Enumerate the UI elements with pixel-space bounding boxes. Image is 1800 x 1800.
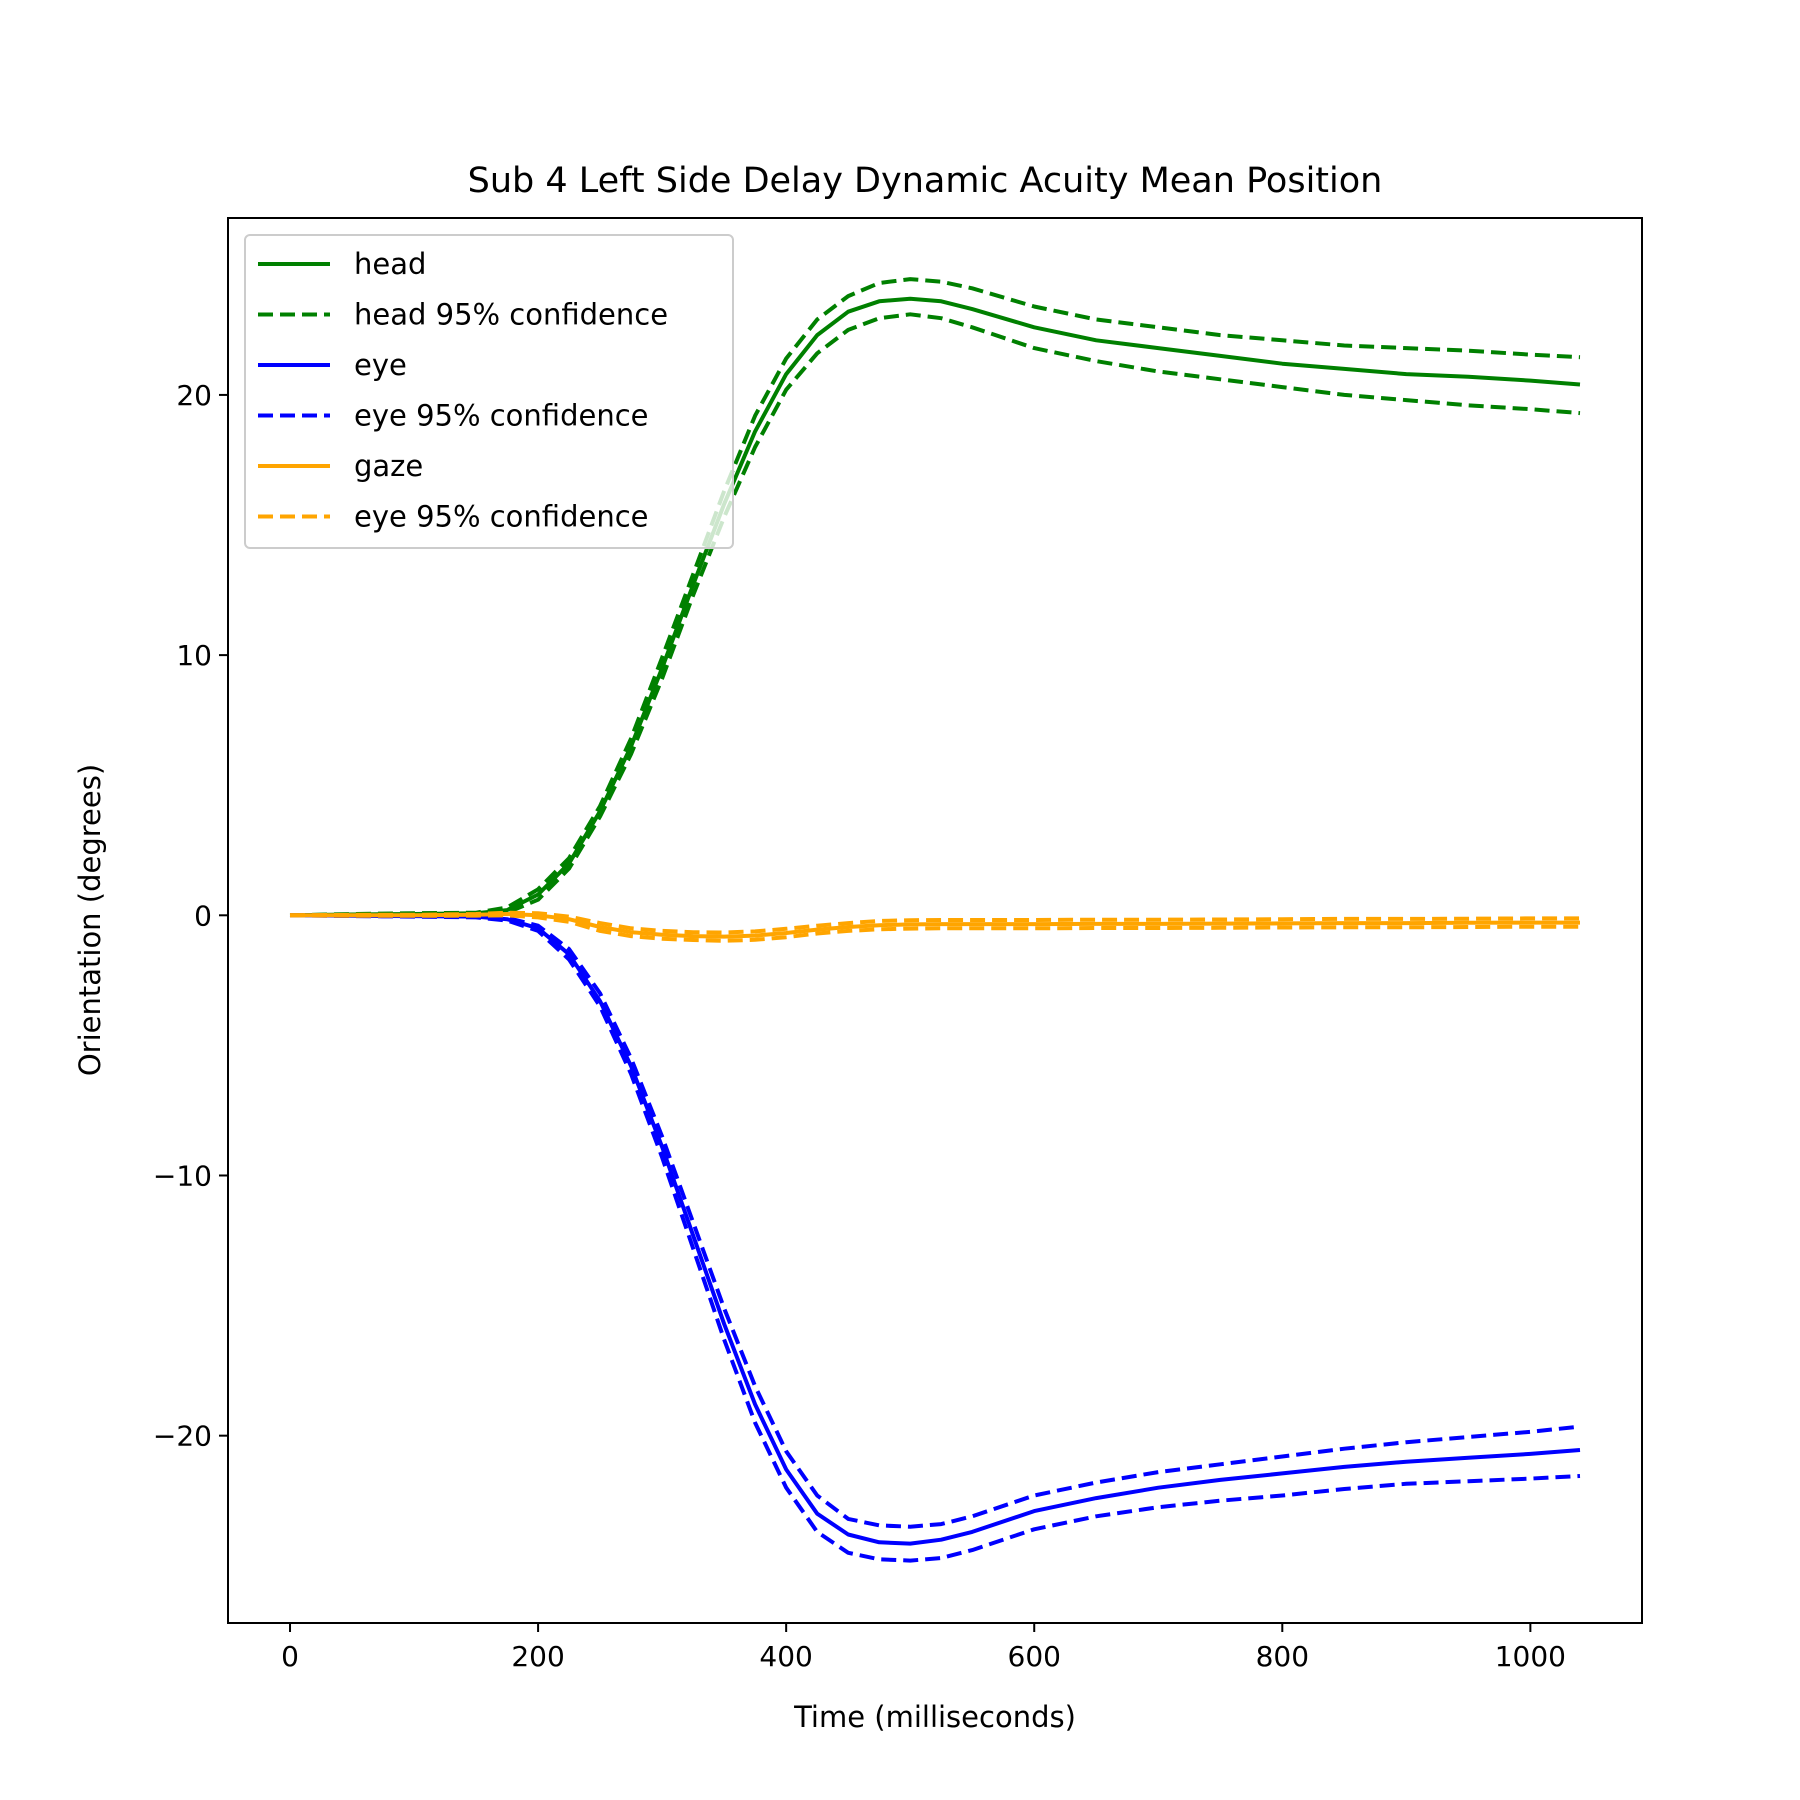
series-line-1: [289, 277, 1581, 918]
legend-label: eye 95% confidence: [354, 500, 649, 534]
x-tick-label: 200: [511, 1640, 564, 1673]
y-tick-label: −20: [153, 1420, 212, 1453]
legend-box: [244, 234, 734, 549]
y-tick-label: 0: [194, 899, 212, 932]
y-tick-label: 20: [176, 379, 212, 412]
legend-label: eye: [354, 348, 407, 382]
x-axis: 0 200 400 600 800 1000: [281, 1623, 1566, 1673]
series-line-3: [289, 913, 1581, 1546]
x-tick-label: 0: [281, 1640, 299, 1673]
x-tick-label: 400: [759, 1640, 812, 1673]
series-line-0: [289, 296, 1581, 918]
chart-title: Sub 4 Left Side Delay Dynamic Acuity Mea…: [468, 161, 1383, 201]
x-tick-label: 600: [1008, 1640, 1061, 1673]
x-axis-label: Time (milliseconds): [793, 1700, 1076, 1734]
y-tick-label: 10: [176, 639, 212, 672]
legend-label: head: [354, 247, 426, 281]
x-tick-label: 800: [1256, 1640, 1309, 1673]
legend-label: head 95% confidence: [354, 298, 668, 332]
x-tick-label: 1000: [1495, 1640, 1566, 1673]
series-line-2: [290, 312, 1581, 918]
legend: head head 95% confidence eye eye 95% confid…: [244, 234, 734, 549]
legend-label: eye 95% confidence: [354, 399, 649, 433]
y-axis: −20 −10 0 10 20: [153, 379, 228, 1453]
series-line-5: [289, 913, 1581, 1563]
y-axis-label: Orientation (degrees): [73, 764, 107, 1076]
legend-label: gaze: [354, 449, 423, 483]
series-line-7: [289, 910, 1580, 935]
series-line-8: [289, 913, 1580, 943]
series-line-4: [290, 913, 1581, 1529]
plot-frame: [227, 217, 1643, 1624]
y-tick-label: −10: [153, 1159, 212, 1192]
plot-area: [289, 277, 1581, 1563]
